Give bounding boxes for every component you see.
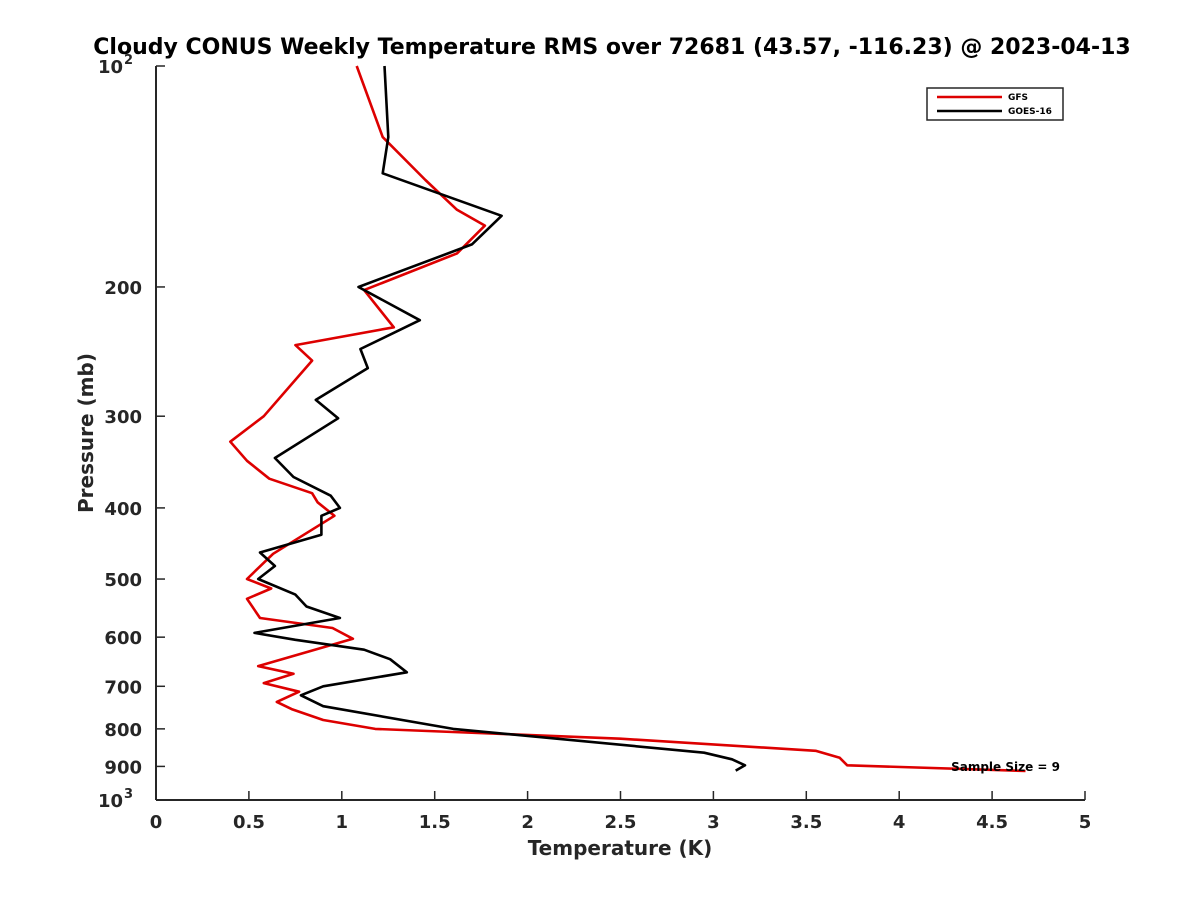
y-tick-exponent: 2 [124, 53, 133, 68]
x-tick-label: 3.5 [790, 812, 822, 833]
y-tick-label: 200 [104, 278, 142, 299]
y-tick-label: 600 [104, 628, 142, 649]
x-tick-label: 3 [707, 812, 720, 833]
y-tick-exponent: 3 [124, 787, 133, 802]
x-tick-label: 4.5 [976, 812, 1008, 833]
x-tick-label: 1.5 [419, 812, 451, 833]
y-tick-label: 300 [104, 407, 142, 428]
series-line-goes16 [253, 65, 747, 772]
y-tick-label: 10 [98, 57, 123, 78]
x-tick-label: 1 [336, 812, 349, 833]
legend-box [926, 87, 1064, 121]
y-tick-label: 900 [104, 757, 142, 778]
x-tick-label: 0 [150, 812, 163, 833]
y-tick-label: 800 [104, 720, 142, 741]
x-tick-label: 0.5 [233, 812, 265, 833]
legend-label-goes16: GOES-16 [1008, 107, 1052, 117]
x-ticks: 0 0.5 1 1.5 2 2.5 3 3.5 4 4.5 5 [150, 791, 1092, 833]
x-tick-label: 5 [1079, 812, 1092, 833]
sample-size-annotation: Sample Size = 9 [951, 760, 1060, 774]
y-tick-label: 700 [104, 677, 142, 698]
y-tick-label: 500 [104, 570, 142, 591]
legend: GFS GOES-16 [926, 87, 1064, 121]
x-axis-title: Temperature (K) [528, 836, 713, 860]
x-tick-label: 4 [893, 812, 906, 833]
plot-lines [229, 65, 1026, 773]
chart-title: Cloudy CONUS Weekly Temperature RMS over… [93, 35, 1130, 60]
x-tick-label: 2 [521, 812, 534, 833]
y-axis-title: Pressure (mb) [74, 353, 98, 513]
x-tick-label: 2.5 [605, 812, 637, 833]
y-tick-label: 400 [104, 499, 142, 520]
y-tick-label: 10 [98, 791, 123, 812]
legend-label-gfs: GFS [1008, 93, 1028, 103]
